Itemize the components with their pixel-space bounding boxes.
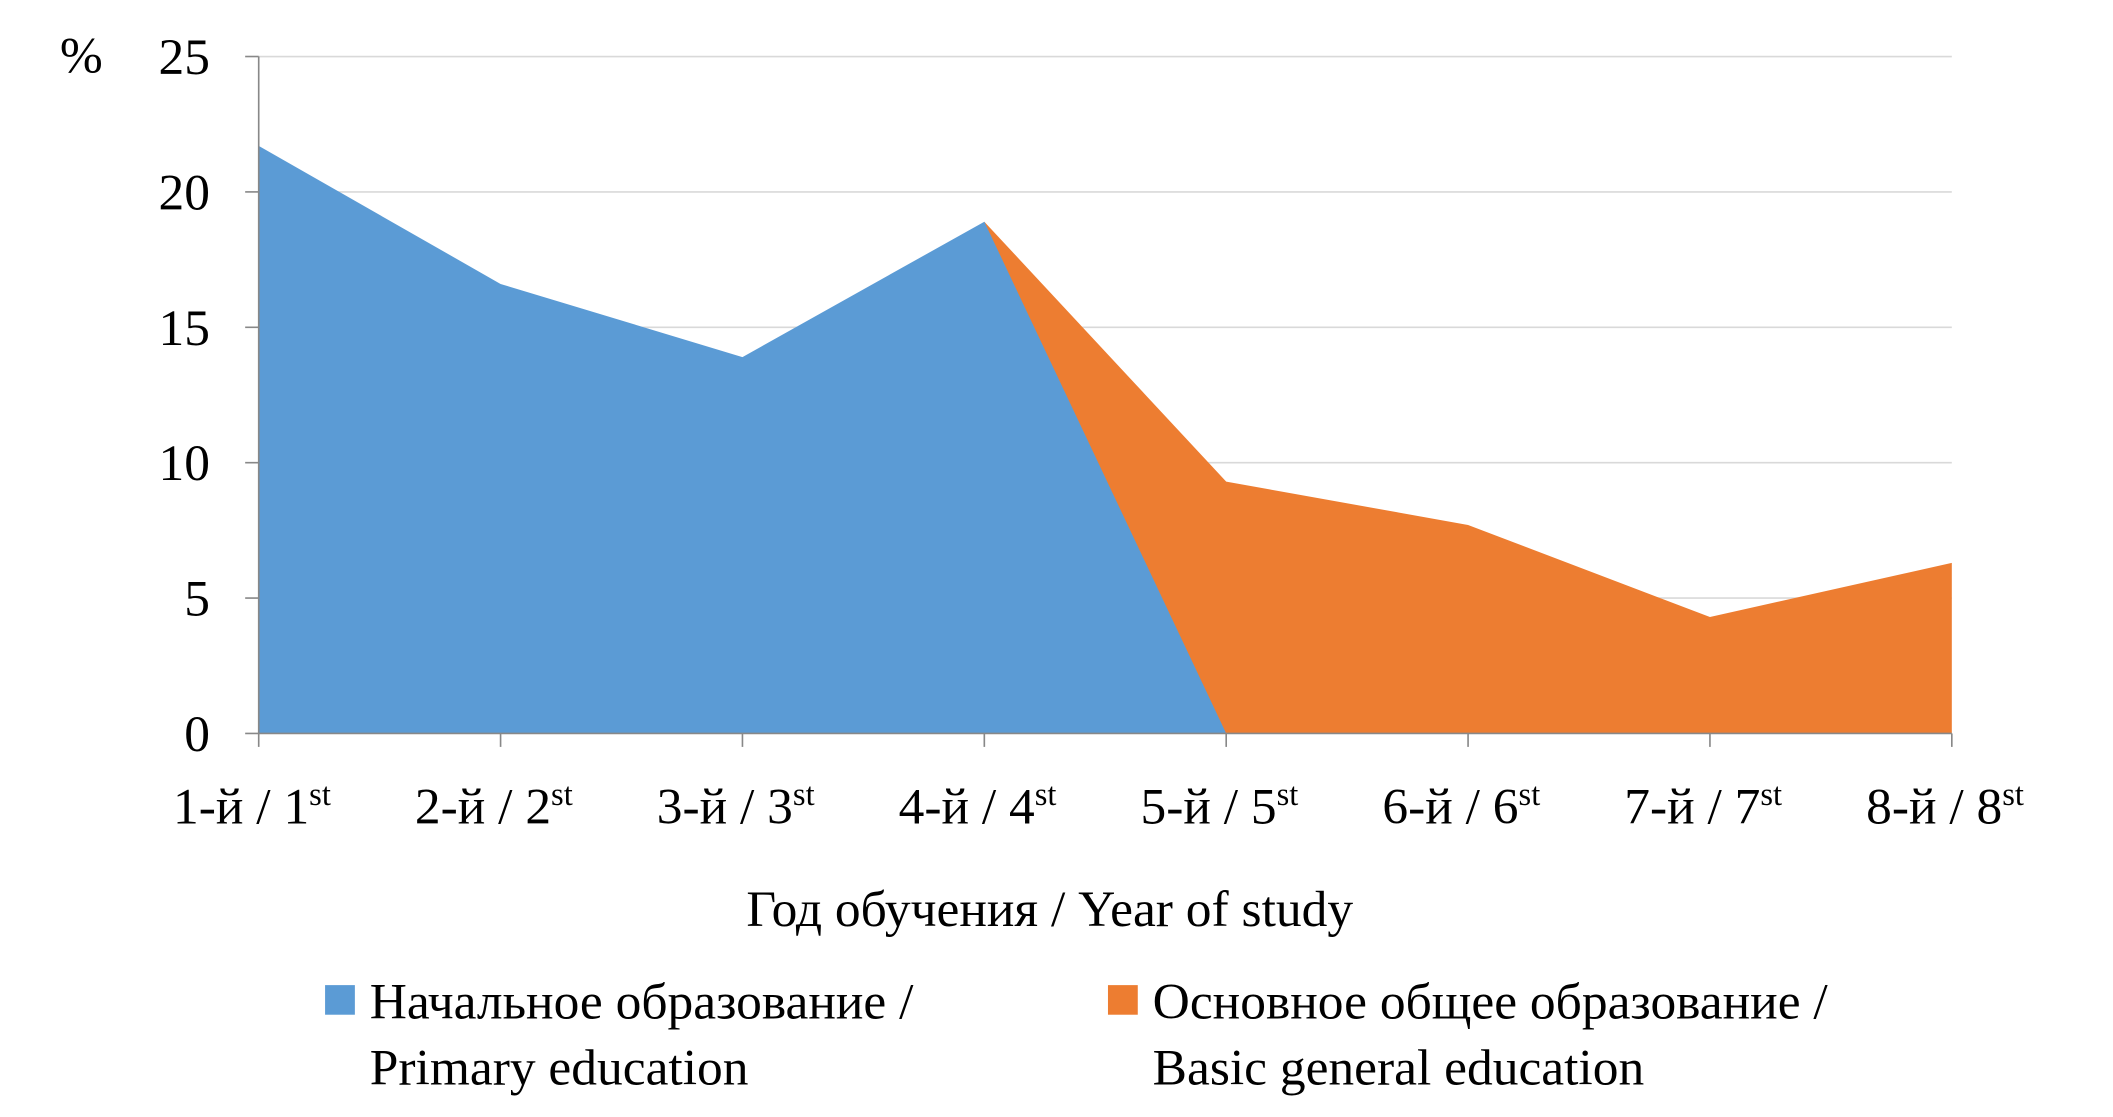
x-tick-label-main: 3-й / 3 xyxy=(657,779,793,836)
x-tick-label-sup: st xyxy=(793,777,815,813)
y-tick-label: 20 xyxy=(158,165,209,222)
x-tick-label: 8-й / 8st xyxy=(1866,777,2024,836)
x-tick-label-main: 4-й / 4 xyxy=(899,779,1035,836)
x-tick-label-sup: st xyxy=(1277,777,1299,813)
legend: Начальное образование / Primary education… xyxy=(325,974,1828,1097)
y-tick-label: 10 xyxy=(158,435,209,492)
x-tick-label-main: 2-й / 2 xyxy=(415,779,551,836)
x-tick-label-sup: st xyxy=(309,777,331,813)
x-tick-label-main: 7-й / 7 xyxy=(1624,779,1760,836)
x-tick-label-main: 6-й / 6 xyxy=(1382,779,1518,836)
x-tick-label-main: 1-й / 1 xyxy=(173,779,309,836)
x-tick-label-sup: st xyxy=(551,777,573,813)
legend-swatch-0 xyxy=(325,985,355,1015)
y-tick-label: 5 xyxy=(184,571,210,628)
y-tick-labels: 0 5 10 15 20 25 xyxy=(158,29,209,763)
axes xyxy=(245,55,1953,747)
x-tick-label: 4-й / 4st xyxy=(899,777,1057,836)
area-series-1 xyxy=(258,221,1952,734)
x-tick-label-main: 5-й / 5 xyxy=(1141,779,1277,836)
x-tick-label-sup: st xyxy=(1760,777,1782,813)
x-tick-label: 1-й / 1st xyxy=(173,777,331,836)
x-tick-label: 6-й / 6st xyxy=(1382,777,1540,836)
y-axis-label: % xyxy=(60,28,103,85)
y-tick-label: 15 xyxy=(158,300,209,357)
x-tick-label: 3-й / 3st xyxy=(657,777,815,836)
x-axis-title: Год обучения / Year of study xyxy=(746,881,1353,938)
legend-label-0: Primary education xyxy=(370,1040,749,1097)
x-tick-label-sup: st xyxy=(1519,777,1541,813)
legend-label-1: Basic general education xyxy=(1153,1040,1645,1097)
legend-swatch-1 xyxy=(1107,985,1138,1015)
x-tick-label: 7-й / 7st xyxy=(1624,777,1782,836)
legend-label-0: Начальное образование / xyxy=(370,974,914,1031)
x-tick-label-sup: st xyxy=(2002,777,2024,813)
x-tick-label-sup: st xyxy=(1035,777,1057,813)
area-series xyxy=(258,145,1952,734)
x-tick-label: 2-й / 2st xyxy=(415,777,573,836)
legend-label-1: Основное общее образование / xyxy=(1153,974,1829,1031)
y-tick-label: 0 xyxy=(184,706,210,763)
x-tick-label: 5-й / 5st xyxy=(1141,777,1299,836)
y-tick-label: 25 xyxy=(158,29,209,86)
area-series-0 xyxy=(258,145,1952,734)
x-tick-labels: 1-й / 1st 2-й / 2st 3-й / 3st 4-й / 4st 5-й … xyxy=(173,777,2024,836)
x-tick-label-main: 8-й / 8 xyxy=(1866,779,2002,836)
